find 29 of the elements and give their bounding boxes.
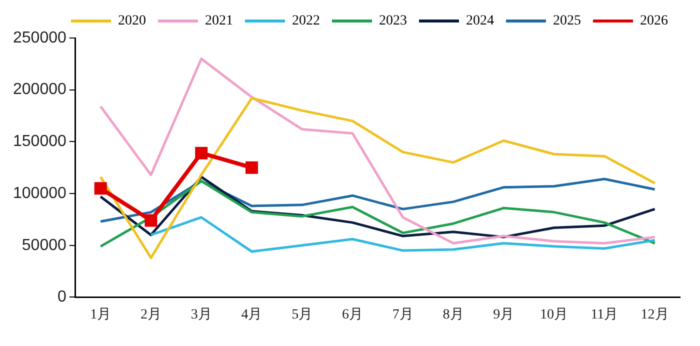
x-tick-label: 11月 — [590, 307, 618, 322]
x-tick-label: 3月 — [190, 307, 212, 322]
x-tick-label: 1月 — [90, 307, 112, 322]
y-tick-label: 50000 — [22, 236, 66, 254]
legend-label: 2024 — [466, 14, 494, 29]
legend-label: 2020 — [118, 14, 146, 29]
y-tick-label: 250000 — [13, 29, 66, 46]
x-tick-label: 8月 — [442, 307, 464, 322]
y-tick-label: 0 — [57, 288, 66, 306]
point — [245, 161, 258, 174]
legend-label: 2023 — [379, 14, 407, 29]
y-tick-label: 200000 — [13, 81, 66, 98]
legend-label: 2022 — [292, 14, 320, 29]
x-tick-label: 2月 — [140, 307, 162, 322]
point — [94, 182, 107, 195]
point — [144, 214, 158, 227]
x-tick-label: 4月 — [241, 307, 262, 322]
x-tick-label: 9月 — [493, 307, 514, 322]
x-tick-label: 5月 — [292, 307, 313, 322]
x-tick-label: 10月 — [540, 307, 568, 322]
y-tick-label: 150000 — [13, 133, 66, 150]
legend-label: 2025 — [553, 14, 581, 29]
point — [195, 146, 208, 160]
x-tick-label: 7月 — [392, 307, 414, 322]
x-tick-label: 6月 — [342, 307, 364, 322]
legend-label: 2021 — [205, 14, 233, 29]
x-tick-label: 12月 — [640, 307, 669, 322]
legend-label: 2026 — [640, 14, 668, 29]
y-tick-label: 100000 — [13, 184, 66, 202]
